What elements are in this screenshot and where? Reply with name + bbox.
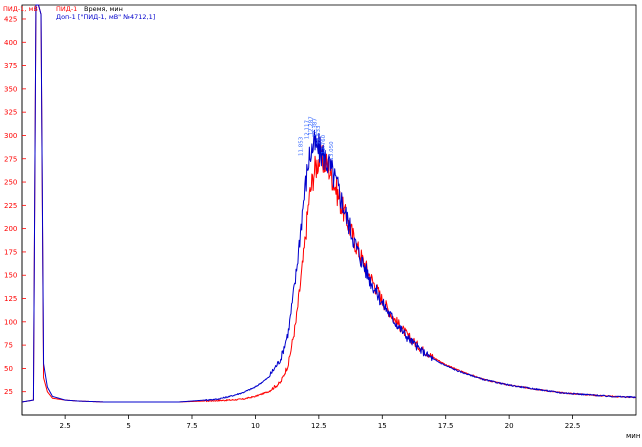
x-tick-label: 12.5 <box>311 422 327 430</box>
x-axis-label: мин <box>626 432 640 440</box>
y-tick-label: 25 <box>4 388 13 396</box>
peak-label: 12.533 <box>316 125 322 145</box>
legend-series-pid: ПИД-1 <box>56 5 77 13</box>
plot-frame <box>21 4 637 416</box>
x-tick-label: 7.5 <box>186 422 197 430</box>
peak-label: 12.287 <box>309 116 315 136</box>
peak-label: 12.387 <box>312 118 318 138</box>
peak-label: 12.117 <box>305 119 311 139</box>
x-tick-label: 20 <box>505 422 514 430</box>
y-tick-label: 425 <box>4 15 17 23</box>
y-tick-label: 225 <box>4 202 17 210</box>
y-tick-group: 25 50 75 100 125 150 175 200 225 250 275 300 325 350 3… <box>4 15 26 396</box>
peak-label: 11.853 <box>298 136 304 156</box>
series-line-overlay <box>21 4 637 403</box>
x-tick-group: 2.5 5 7.5 10 12.5 15 17.5 20 22.5 <box>60 415 581 430</box>
y-axis-label: ПИД-1, мВ <box>3 5 38 13</box>
series-group <box>21 4 637 403</box>
x-tick-label: 10 <box>251 422 260 430</box>
x-tick-label: 5 <box>126 422 130 430</box>
peak-label: 12.760 <box>321 134 327 154</box>
y-tick-label: 400 <box>4 39 17 47</box>
y-tick-label: 350 <box>4 85 17 93</box>
y-tick-label: 325 <box>4 109 17 117</box>
y-tick-label: 100 <box>4 318 17 326</box>
x-tick-label: 17.5 <box>438 422 454 430</box>
y-tick-label: 50 <box>4 365 13 373</box>
y-tick-label: 300 <box>4 132 17 140</box>
series-line-pid <box>21 4 637 403</box>
y-tick-label: 200 <box>4 225 17 233</box>
x-tick-label: 15 <box>378 422 387 430</box>
y-tick-label: 175 <box>4 248 17 256</box>
y-tick-label: 150 <box>4 272 17 280</box>
y-tick-label: 125 <box>4 295 17 303</box>
y-tick-label: 275 <box>4 155 17 163</box>
x-tick-label: 22.5 <box>565 422 581 430</box>
legend-time-label: Время, мин <box>84 5 123 13</box>
peak-label: 13.050 <box>329 141 335 161</box>
legend-series-overlay: Доп-1 ["ПИД-1, мВ" №4712,1] <box>56 13 155 21</box>
y-tick-label: 75 <box>4 342 13 350</box>
x-tick-label: 2.5 <box>60 422 71 430</box>
y-tick-label: 375 <box>4 62 17 70</box>
y-tick-label: 250 <box>4 179 17 187</box>
